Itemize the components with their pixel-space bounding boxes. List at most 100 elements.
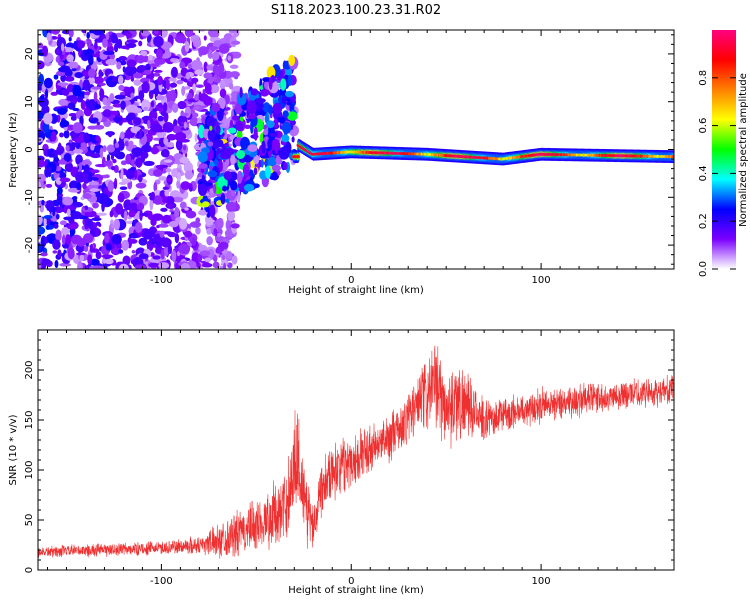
spectrogram-blob	[110, 76, 118, 83]
spectrogram-blob	[176, 179, 181, 189]
spectrogram-blob	[59, 177, 71, 183]
spectrogram-blob	[160, 207, 168, 212]
spectrogram-blob	[179, 201, 187, 209]
spectrogram-blob	[86, 107, 90, 112]
spectrogram-blob	[172, 103, 179, 113]
spectrogram-blob	[216, 232, 221, 238]
y-tick-label: 0	[24, 146, 35, 152]
spectrogram-blob	[205, 110, 211, 116]
spectrogram-blob	[46, 32, 52, 42]
spectrogram-blob	[94, 163, 107, 168]
spectrogram-blob	[136, 159, 142, 168]
spectrogram-blob	[148, 54, 153, 61]
spectrogram-blob	[38, 173, 46, 182]
spectrogram-blob	[226, 251, 233, 260]
spectrogram-blob	[119, 91, 126, 96]
spectrogram-blob	[185, 72, 191, 80]
spectrogram-blob	[62, 196, 74, 206]
spectrogram-blob	[127, 112, 136, 120]
y-tick-label: 10	[24, 95, 35, 108]
spectrogram-blob	[109, 210, 114, 218]
spectrogram-blob	[107, 180, 114, 192]
spectrogram-blob	[174, 206, 180, 219]
spectrogram-blob	[105, 243, 112, 251]
spectrogram-blob	[81, 160, 92, 167]
spectrogram-blob	[224, 142, 229, 148]
spectrogram-blob	[166, 195, 175, 205]
spectrogram-blob	[72, 84, 82, 97]
spectrogram-blob	[183, 121, 187, 130]
spectrogram-blob	[151, 213, 164, 221]
spectrogram-blob	[207, 128, 217, 141]
spectrogram-blob	[124, 140, 129, 147]
spectrogram-blob	[38, 60, 45, 70]
spectrogram-blob	[138, 253, 149, 260]
spectrogram-blob	[101, 254, 114, 259]
spectrogram-blob	[197, 253, 203, 262]
spectrogram-blob	[142, 229, 154, 240]
x-tick-label: 100	[532, 576, 551, 587]
spectrogram-blob	[52, 149, 64, 155]
spectrogram-blob	[209, 204, 216, 218]
spectrogram-blob	[173, 92, 177, 99]
spectrogram-blob	[47, 166, 52, 178]
spectrogram-blob	[199, 250, 211, 257]
spectrogram-blob	[67, 224, 77, 230]
spectrogram-blob	[43, 77, 53, 89]
spectrogram-blob	[59, 132, 64, 138]
spectrogram-blob	[82, 182, 87, 190]
spectrogram-blob	[103, 160, 112, 167]
spectrogram-blob	[68, 37, 72, 42]
spectrogram-blob	[206, 116, 216, 128]
spectrogram-blob	[64, 75, 75, 82]
spectrogram-blob	[132, 105, 139, 114]
spectrogram-blob	[63, 130, 70, 139]
spectrogram-blob	[111, 233, 122, 245]
spectrogram-blob	[110, 166, 116, 171]
spectrogram-blob	[65, 145, 70, 152]
spectrogram-blob	[55, 229, 62, 242]
spectrogram-blob	[91, 217, 102, 222]
spectrogram-blob	[61, 234, 66, 246]
spectrogram-blob	[43, 112, 53, 125]
spectrogram-blob	[43, 216, 47, 228]
spectrogram-blob	[215, 125, 221, 135]
spectrogram-blob	[52, 239, 61, 250]
spectrogram-blob	[72, 196, 78, 201]
spectrogram-blob	[60, 43, 65, 52]
spectrogram-blob	[230, 180, 238, 191]
spectrogram-blob	[274, 144, 279, 154]
spectrogram-blob	[198, 46, 209, 56]
spectrogram-blob	[229, 71, 240, 78]
spectrogram-blob	[114, 94, 126, 100]
spectrogram-blob	[247, 114, 257, 119]
spectrogram-blob	[214, 138, 224, 148]
spectrogram-blob	[70, 211, 82, 220]
spectrogram-blob	[178, 243, 191, 255]
y-tick-label: 100	[24, 460, 35, 479]
spectrogram-blob	[57, 196, 63, 206]
spectrogram-blob	[60, 74, 67, 82]
spectrogram-blob	[180, 112, 189, 117]
spectrogram-blob	[156, 94, 165, 101]
spectrogram-blob	[206, 236, 213, 246]
spectrogram-blob	[222, 185, 227, 192]
spectrogram-blob	[198, 91, 202, 100]
spectrogram-blob	[201, 263, 213, 268]
spectrogram-blob	[41, 104, 50, 115]
spectrogram-blob	[138, 237, 148, 246]
spectrogram-blob	[191, 252, 200, 264]
spectrogram-blob	[99, 88, 105, 99]
spectrogram-blob	[153, 35, 164, 48]
spectrogram-blob	[38, 159, 46, 168]
spectrogram-blob	[96, 121, 100, 126]
spectrogram-blob	[261, 140, 266, 154]
spectrogram-blob	[149, 63, 160, 67]
spectrogram-blob	[215, 235, 224, 243]
spectrogram-blob	[38, 226, 46, 235]
spectrogram-blob	[184, 57, 189, 67]
spectrogram-blob	[164, 189, 170, 197]
spectrogram-blob	[157, 115, 164, 122]
spectrogram-blob	[133, 117, 142, 126]
spectrogram-blob	[184, 230, 193, 238]
